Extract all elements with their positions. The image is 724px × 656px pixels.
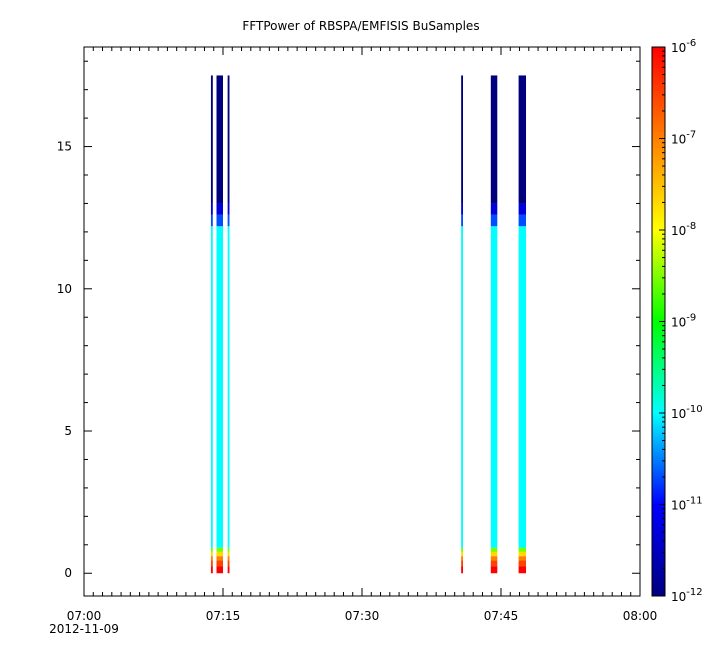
spectrogram-cell bbox=[490, 556, 498, 561]
x-tick-label: 07:00 bbox=[67, 609, 102, 623]
y-axis: 0 5 10 15 bbox=[57, 60, 640, 580]
spectrogram-cell bbox=[210, 547, 213, 552]
spectrogram-cell bbox=[461, 560, 464, 567]
colorbar: 10-6 10-7 10-8 10-9 10-10 10-11 10-12 bbox=[651, 38, 703, 604]
spectrogram-cell bbox=[227, 75, 230, 204]
spectrogram-cell bbox=[490, 560, 498, 567]
spectrogram-cell bbox=[518, 556, 527, 561]
spectrogram-cell bbox=[490, 551, 498, 557]
x-start-date-label: 2012-11-09 bbox=[49, 622, 119, 636]
spectrogram-burst bbox=[461, 75, 464, 574]
spectrogram-cell bbox=[216, 226, 223, 548]
plot-area bbox=[83, 46, 641, 597]
spectrogram-cell bbox=[210, 214, 213, 227]
spectrogram-cell bbox=[461, 226, 464, 548]
spectrogram-cell bbox=[227, 551, 230, 557]
spectrogram-cell bbox=[227, 203, 230, 215]
spectrogram-cell bbox=[461, 214, 464, 227]
spectrogram-cell bbox=[490, 203, 498, 215]
spectrogram-cell bbox=[518, 566, 527, 574]
spectrogram-cell bbox=[210, 203, 213, 215]
spectrogram-cell bbox=[227, 556, 230, 561]
spectrogram-cell bbox=[216, 547, 223, 552]
spectrogram-burst bbox=[518, 75, 527, 574]
spectrogram-cell bbox=[461, 75, 464, 204]
colorbar-tick-label: 10-12 bbox=[671, 587, 703, 604]
spectrogram-burst bbox=[227, 75, 230, 574]
y-tick-label: 0 bbox=[64, 566, 72, 580]
x-tick-label: 07:45 bbox=[484, 609, 519, 623]
x-tick-label: 08:00 bbox=[623, 609, 658, 623]
colorbar-tick-label: 10-7 bbox=[671, 130, 696, 147]
spectrogram-cell bbox=[216, 551, 223, 557]
plot-frame bbox=[83, 46, 641, 597]
spectrogram-burst bbox=[210, 75, 213, 574]
spectrogram-cell bbox=[216, 566, 223, 574]
spectrogram-cell bbox=[461, 551, 464, 557]
spectrogram-cell bbox=[461, 203, 464, 215]
spectrogram-cell bbox=[227, 226, 230, 548]
spectrogram-cell bbox=[227, 566, 230, 574]
spectrogram-cell bbox=[216, 214, 223, 227]
colorbar-tick-label: 10-10 bbox=[671, 404, 703, 421]
y-tick-label: 5 bbox=[64, 424, 72, 438]
spectrogram-cell bbox=[216, 203, 223, 215]
spectrogram-cell bbox=[210, 556, 213, 561]
spectrogram-cell bbox=[490, 75, 498, 204]
spectrogram-cell bbox=[490, 226, 498, 548]
y-tick-label: 15 bbox=[57, 140, 72, 154]
spectrogram-cell bbox=[461, 556, 464, 561]
spectrogram-cell bbox=[490, 566, 498, 574]
spectrogram-cell bbox=[216, 75, 223, 204]
spectrogram-cell bbox=[461, 566, 464, 574]
spectrogram-cell bbox=[227, 547, 230, 552]
spectrogram-cell bbox=[518, 203, 527, 215]
x-tick-label: 07:15 bbox=[206, 609, 241, 623]
spectrogram-cell bbox=[210, 551, 213, 557]
spectrogram-cell bbox=[210, 226, 213, 548]
spectrogram-burst bbox=[216, 75, 223, 574]
spectrogram-cell bbox=[518, 75, 527, 204]
spectrogram-cell bbox=[227, 214, 230, 227]
spectrogram-cell bbox=[518, 560, 527, 567]
y-tick-label: 10 bbox=[57, 282, 72, 296]
spectrogram-cell bbox=[227, 560, 230, 567]
spectrogram-cell bbox=[518, 214, 527, 227]
colorbar-tick-label: 10-9 bbox=[671, 313, 696, 330]
colorbar-tick-label: 10-11 bbox=[671, 496, 703, 513]
chart-title: FFTPower of RBSPA/EMFISIS BuSamples bbox=[242, 19, 479, 33]
spectrogram-cell bbox=[518, 547, 527, 552]
colorbar-tick-label: 10-8 bbox=[671, 221, 696, 238]
spectrogram-cell bbox=[518, 226, 527, 548]
spectrogram-cell bbox=[490, 547, 498, 552]
x-axis: 07:00 07:15 07:30 07:45 08:00 2012-11-09 bbox=[49, 47, 657, 636]
spectrogram-cell bbox=[210, 560, 213, 567]
spectrogram-cell bbox=[210, 566, 213, 574]
spectrogram-cell bbox=[461, 547, 464, 552]
spectrogram-cell bbox=[490, 214, 498, 227]
colorbar-tick-label: 10-6 bbox=[671, 38, 696, 55]
x-tick-label: 07:30 bbox=[345, 609, 380, 623]
spectrogram-burst bbox=[490, 75, 498, 574]
spectrogram-cell bbox=[216, 560, 223, 567]
spectrogram-cell bbox=[216, 556, 223, 561]
spectrogram-cell bbox=[518, 551, 527, 557]
spectrogram-cell bbox=[210, 75, 213, 204]
